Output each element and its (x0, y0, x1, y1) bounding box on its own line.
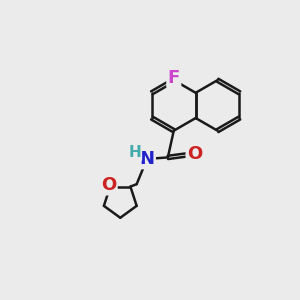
Text: H: H (128, 145, 141, 160)
Text: F: F (168, 69, 180, 87)
Text: N: N (140, 150, 154, 168)
Text: O: O (187, 146, 202, 164)
Text: O: O (101, 176, 116, 194)
